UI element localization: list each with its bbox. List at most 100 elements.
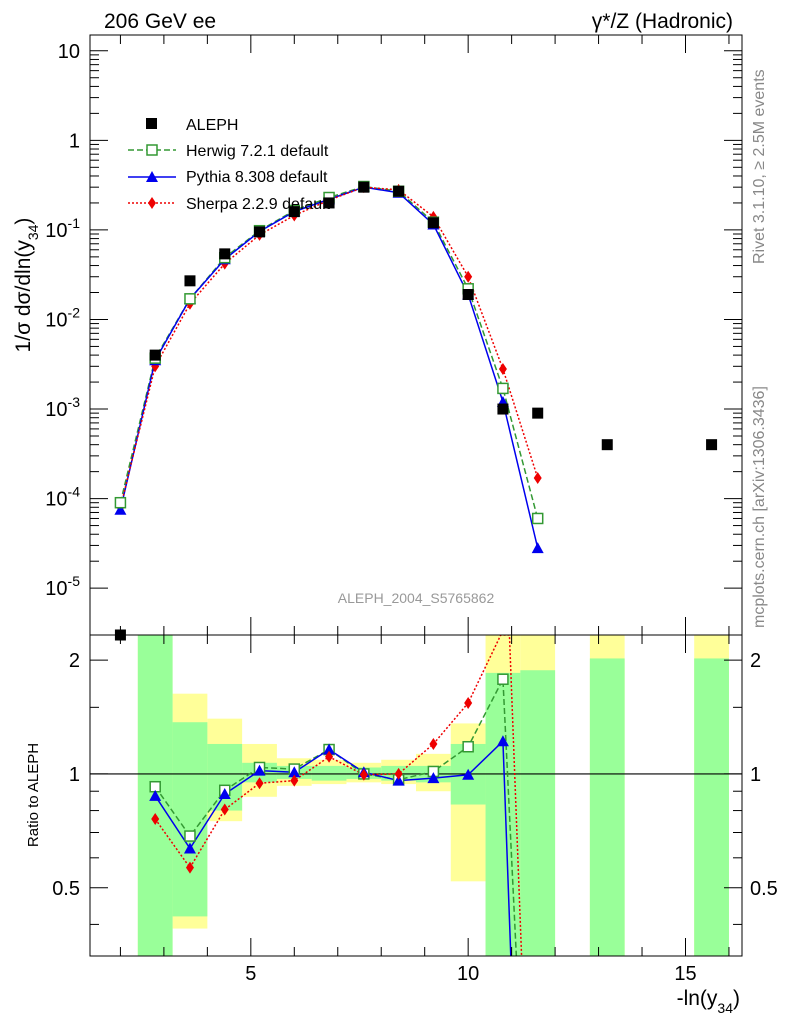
main-panel: 10-5 10-4 10-3 10-2 10-1 1 10 ALEPH_2004_S5765… bbox=[12, 34, 743, 641]
main-line-herwig bbox=[119, 185, 539, 519]
ratio-point-herwig bbox=[462, 740, 474, 753]
main-point-aleph bbox=[462, 289, 474, 301]
ratio-y-axis: 0.5 0.5 1 1 2 2 bbox=[52, 650, 778, 925]
legend-marker-sherpa bbox=[148, 197, 156, 209]
ratio-point-sherpa bbox=[255, 777, 264, 790]
ratio-point-pythia bbox=[288, 766, 301, 778]
ratio-point-sherpa bbox=[394, 767, 403, 780]
main-line-pythia bbox=[119, 186, 539, 549]
legend-marker-herwig bbox=[146, 144, 158, 156]
main-x-axis bbox=[119, 35, 730, 635]
legend-marker-aleph bbox=[146, 118, 157, 129]
main-y-tick-label: 10-2 bbox=[45, 304, 80, 331]
main-y-tick-label: 1 bbox=[69, 130, 80, 152]
main-line-sherpa bbox=[119, 186, 539, 508]
ratio-point-pythia bbox=[218, 787, 231, 799]
main-point-aleph bbox=[427, 217, 439, 229]
main-point-aleph bbox=[323, 197, 335, 209]
ratio-y-tick-label: 1 bbox=[69, 764, 80, 786]
ratio-point-pythia bbox=[462, 768, 475, 780]
main-y-tick-label: 10-3 bbox=[45, 394, 80, 421]
ratio-y-tick-label-right: 1 bbox=[750, 764, 761, 786]
main-y-axis-title: 1/σ dσ/dln(y34) bbox=[12, 218, 41, 353]
ratio-point-pythia bbox=[149, 789, 162, 801]
legend-label-aleph: ALEPH bbox=[186, 117, 238, 134]
ratio-x-axis: 5 10 15 bbox=[119, 635, 730, 985]
process-label: γ*/Z (Hadronic) bbox=[592, 10, 733, 33]
legend-marker-pythia bbox=[146, 171, 158, 182]
main-point-pythia bbox=[531, 542, 544, 554]
ratio-y-tick-label: 2 bbox=[69, 650, 80, 672]
main-point-aleph bbox=[184, 275, 196, 287]
rivet-label: Rivet 3.1.10, ≥ 2.5M events bbox=[751, 69, 768, 264]
ratio-point-sherpa bbox=[185, 861, 194, 874]
legend-entry-herwig: Herwig 7.2.1 default bbox=[128, 143, 329, 160]
ratio-band-stat bbox=[694, 658, 729, 956]
main-point-aleph bbox=[219, 248, 231, 260]
main-plot-area bbox=[114, 180, 544, 554]
main-point-sherpa bbox=[498, 362, 507, 375]
main-point-sherpa bbox=[533, 471, 542, 484]
ratio-point-herwig bbox=[497, 673, 509, 685]
ratio-plot-area bbox=[90, 635, 742, 956]
legend-label-pythia: Pythia 8.308 default bbox=[186, 169, 328, 186]
main-point-herwig bbox=[184, 293, 196, 305]
ratio-point-sherpa bbox=[325, 750, 334, 763]
ratio-point-sherpa bbox=[464, 697, 473, 710]
ratio-frame bbox=[89, 634, 743, 957]
main-point-herwig bbox=[531, 512, 544, 525]
energy-label: 206 GeV ee bbox=[104, 10, 216, 33]
ratio-point-pythia bbox=[496, 735, 509, 747]
ratio-band-stat bbox=[589, 658, 625, 956]
main-point-aleph bbox=[601, 439, 613, 451]
ratio-point-sherpa bbox=[429, 737, 438, 750]
ratio-point-sherpa bbox=[290, 774, 299, 787]
ratio-x-tick-label: 15 bbox=[674, 963, 696, 985]
main-y-tick-label: 10-4 bbox=[45, 484, 80, 511]
legend-entry-sherpa: Sherpa 2.2.9 default bbox=[128, 196, 331, 213]
ratio-x-tick-label: 10 bbox=[457, 963, 479, 985]
main-point-aleph bbox=[288, 206, 300, 218]
main-y-tick-label: 10-5 bbox=[45, 573, 80, 600]
ratio-band-stat bbox=[207, 743, 243, 811]
ratio-point-pythia bbox=[427, 772, 440, 784]
ratio-band-stat bbox=[485, 672, 521, 956]
main-point-aleph bbox=[254, 226, 266, 238]
main-y-tick-label: 10-1 bbox=[45, 215, 80, 242]
main-point-sherpa bbox=[464, 270, 473, 283]
ratio-y-tick-label: 0.5 bbox=[52, 878, 80, 900]
main-data-points bbox=[114, 181, 718, 641]
main-point-aleph bbox=[497, 403, 509, 415]
ratio-point-sherpa bbox=[220, 803, 229, 816]
ratio-y-tick-label-right: 0.5 bbox=[750, 878, 778, 900]
legend-entry-pythia: Pythia 8.308 default bbox=[128, 169, 328, 186]
main-point-aleph bbox=[393, 185, 405, 197]
legend-label-herwig: Herwig 7.2.1 default bbox=[186, 143, 329, 160]
main-y-tick-label: 10 bbox=[58, 41, 80, 63]
main-point-aleph bbox=[149, 349, 161, 361]
analysis-id: ALEPH_2004_S5765862 bbox=[338, 590, 495, 606]
ratio-line-pythia bbox=[154, 739, 512, 956]
mcplots-label: mcplots.cern.ch [arXiv:1306.3436] bbox=[751, 386, 768, 628]
legend-entry-aleph: ALEPH bbox=[146, 117, 238, 134]
x-axis-title: -ln(y34) bbox=[677, 987, 740, 1016]
legend: ALEPH Herwig 7.2.1 default Pythia 8.308 … bbox=[128, 117, 331, 213]
ratio-band-stat bbox=[311, 765, 347, 781]
ratio-y-tick-label-right: 2 bbox=[750, 650, 761, 672]
ratio-y-axis-title: Ratio to ALEPH bbox=[25, 743, 42, 847]
main-y-axis: 10-5 10-4 10-3 10-2 10-1 1 10 bbox=[45, 41, 742, 600]
ratio-panel: 0.5 0.5 1 1 2 2 5 10 15 Ratio to ALEPH -ln(y34) bbox=[25, 634, 778, 1016]
ratio-point-sherpa bbox=[359, 768, 368, 781]
ratio-point-pythia bbox=[253, 764, 266, 776]
legend-label-sherpa: Sherpa 2.2.9 default bbox=[186, 196, 331, 213]
main-point-aleph bbox=[532, 407, 544, 419]
ratio-point-sherpa bbox=[151, 812, 160, 825]
main-point-aleph bbox=[706, 439, 718, 451]
main-point-pythia bbox=[114, 503, 127, 515]
ratio-band-stat bbox=[520, 670, 556, 956]
ratio-point-pythia bbox=[323, 743, 336, 755]
ratio-point-herwig bbox=[184, 830, 196, 842]
main-point-herwig bbox=[114, 496, 127, 509]
main-point-herwig bbox=[497, 382, 509, 395]
